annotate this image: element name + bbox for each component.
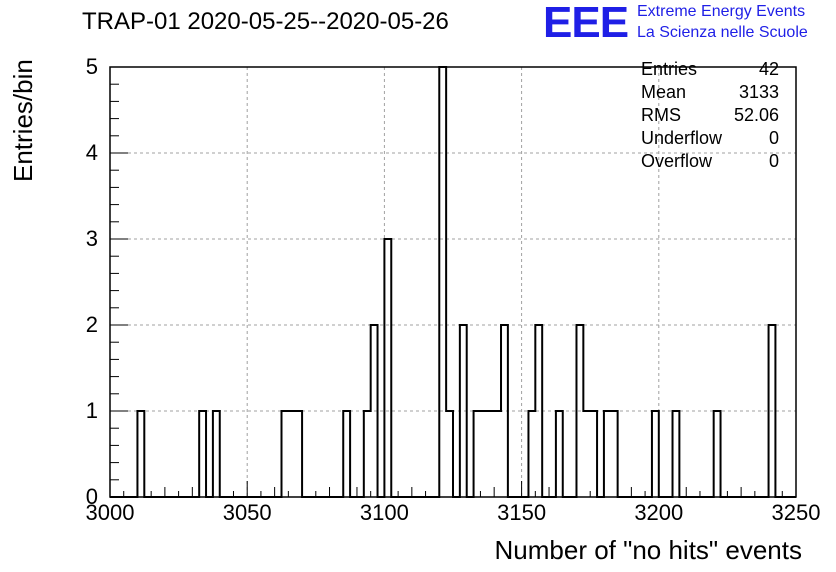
stat-label: Underflow xyxy=(641,128,723,148)
logo-caption-line1: Extreme Energy Events xyxy=(637,3,806,20)
logo-caption-line2: La Scienza nelle Scuole xyxy=(637,24,808,41)
stat-label: Entries xyxy=(641,59,698,79)
histogram-bin xyxy=(487,411,494,497)
stats-box: Entries 42 Mean 3133 RMS 52.06 Underflow… xyxy=(641,58,779,173)
y-tick-label: 2 xyxy=(85,312,98,337)
y-tick-label: 0 xyxy=(85,484,98,509)
histogram-bin xyxy=(480,411,487,497)
y-tick-label: 4 xyxy=(85,140,98,165)
y-tick-label: 1 xyxy=(85,398,98,423)
histogram-bin xyxy=(590,411,597,497)
histogram-bin xyxy=(604,411,611,497)
histogram-bin xyxy=(364,411,371,497)
histogram-bin xyxy=(446,411,453,497)
y-tick-label: 3 xyxy=(85,226,98,251)
stat-label: Overflow xyxy=(641,151,713,171)
histogram-bin xyxy=(384,239,391,497)
histogram-bin xyxy=(213,411,220,497)
y-axis-label: Entries/bin xyxy=(8,59,38,182)
stat-row-rms: RMS 52.06 xyxy=(641,104,779,127)
histogram-bin xyxy=(288,411,295,497)
x-axis-label: Number of "no hits" events xyxy=(494,535,803,565)
stat-label: RMS xyxy=(641,105,681,125)
x-tick-label: 3250 xyxy=(771,500,821,525)
histogram-bin xyxy=(652,411,659,497)
stat-row-mean: Mean 3133 xyxy=(641,81,779,104)
stat-row-overflow: Overflow 0 xyxy=(641,150,779,173)
x-tick-label: 3200 xyxy=(634,500,684,525)
x-tick-label: 3000 xyxy=(85,500,135,525)
stat-value: 0 xyxy=(768,151,779,171)
x-tick-label: 3050 xyxy=(222,500,272,525)
stat-value: 42 xyxy=(758,59,779,79)
stat-value: 3133 xyxy=(738,82,779,102)
stat-value: 0 xyxy=(768,128,779,148)
x-tick-label: 3150 xyxy=(497,500,547,525)
stat-label: Mean xyxy=(641,82,687,102)
axis-ticks xyxy=(109,66,797,498)
histogram-bin xyxy=(343,411,350,497)
histogram-bin xyxy=(295,411,302,497)
histogram-bin xyxy=(556,411,563,497)
histogram-bars xyxy=(110,66,796,498)
histogram-bin xyxy=(474,411,481,497)
histogram-bin xyxy=(714,411,721,497)
histogram-bin xyxy=(673,411,680,497)
histogram-bin xyxy=(137,411,144,497)
stat-row-entries: Entries 42 xyxy=(641,58,779,81)
eee-logo: EEE xyxy=(543,0,629,47)
chart-title: TRAP-01 2020-05-25--2020-05-26 xyxy=(82,8,449,35)
histogram-bin xyxy=(494,411,501,497)
histogram-bin xyxy=(528,411,535,497)
y-tick-label: 5 xyxy=(85,54,98,79)
histogram-bin xyxy=(611,411,618,497)
histogram-bin xyxy=(199,411,206,497)
stat-row-underflow: Underflow 0 xyxy=(641,127,779,150)
stat-value: 52.06 xyxy=(733,105,779,125)
histogram-outline xyxy=(110,66,796,498)
x-tick-label: 3100 xyxy=(359,500,409,525)
histogram-bin xyxy=(439,67,446,497)
histogram-bin xyxy=(282,411,289,497)
histogram-bin xyxy=(583,411,590,497)
